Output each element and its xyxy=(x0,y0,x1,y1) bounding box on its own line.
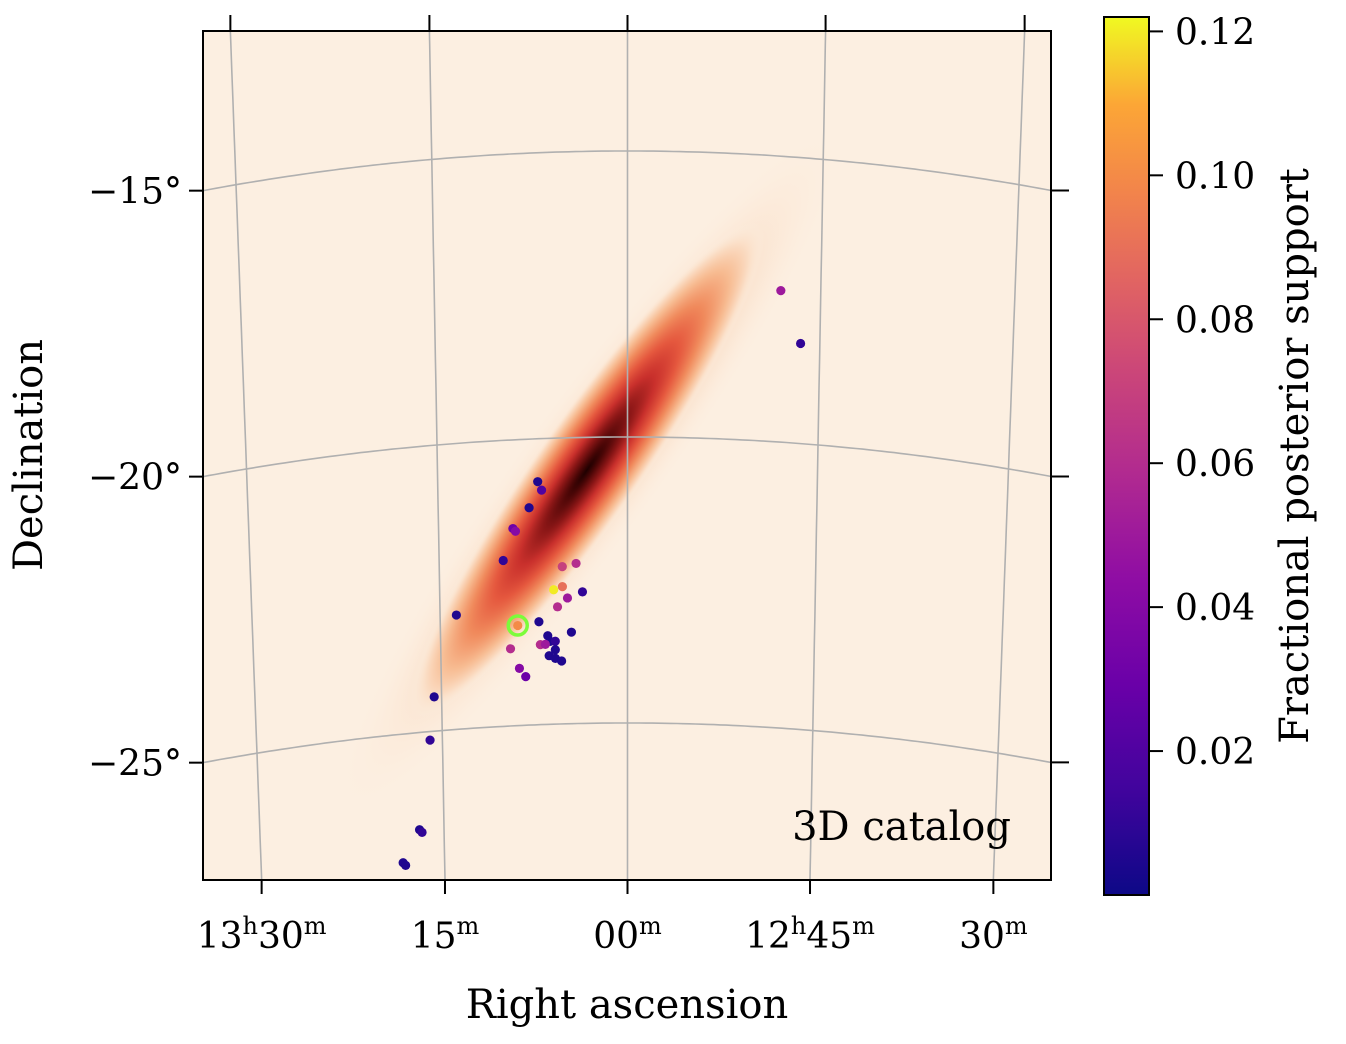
catalog-points xyxy=(398,285,806,870)
colorbar-tick-label: 0.08 xyxy=(1175,300,1255,341)
colorbar-gradient xyxy=(1103,16,1150,896)
catalog-point xyxy=(571,558,581,569)
catalog-point xyxy=(577,587,588,597)
colorbar-tick-label: 0.06 xyxy=(1175,444,1255,485)
catalog-point xyxy=(505,644,516,654)
catalog-point xyxy=(534,617,544,627)
ra-grid-line xyxy=(992,31,1026,880)
x-axis-title: Right ascension xyxy=(466,982,788,1028)
colorbar: 0.02 0.04 0.06 0.08 0.10 0.12 Fractional post… xyxy=(1103,12,1318,896)
catalog-point xyxy=(566,627,577,637)
x-tick-label: 00m xyxy=(593,912,662,957)
catalog-point xyxy=(521,672,531,682)
catalog-point xyxy=(552,602,563,612)
graticule xyxy=(203,31,1051,880)
catalog-point xyxy=(557,582,568,592)
catalog-point xyxy=(514,663,525,673)
catalog-point xyxy=(550,636,560,646)
catalog-point xyxy=(451,610,461,620)
catalog-point xyxy=(540,639,550,650)
catalog-point xyxy=(513,620,523,631)
ra-grid-line xyxy=(428,31,446,880)
axis-ticks xyxy=(189,15,1069,894)
y-tick-label: −20° xyxy=(88,458,182,499)
dec-grid-line xyxy=(203,722,1051,764)
colorbar-title: Fractional posterior support xyxy=(1272,168,1318,744)
catalog-point xyxy=(498,555,508,566)
ra-grid-line xyxy=(809,31,827,880)
dec-grid-line xyxy=(203,436,1051,478)
catalog-point xyxy=(536,485,547,495)
plot-area: 13h30m 15m 00m 12h45m 30m −15° −20° −25° 3D ca… xyxy=(88,15,1069,957)
catalog-point xyxy=(549,585,559,595)
y-tick-labels: −15° −20° −25° xyxy=(88,172,182,785)
y-axis-title: Declination xyxy=(6,339,52,571)
catalog-point xyxy=(533,477,543,487)
y-tick-label: −25° xyxy=(88,744,182,785)
catalog-point xyxy=(417,827,427,837)
catalog-point xyxy=(429,692,439,702)
dec-grid-line xyxy=(203,150,1051,192)
catalog-point xyxy=(562,593,573,603)
catalog-point xyxy=(796,338,806,349)
catalog-point xyxy=(557,656,567,666)
x-tick-label: 13h30m xyxy=(197,912,327,957)
catalog-point xyxy=(401,860,411,870)
annotation-label: 3D catalog xyxy=(792,804,1011,850)
x-tick-labels: 13h30m 15m 00m 12h45m 30m xyxy=(197,912,1028,957)
catalog-point xyxy=(524,503,534,513)
y-tick-label: −15° xyxy=(88,172,182,213)
x-tick-label: 12h45m xyxy=(745,912,875,957)
colorbar-tick-label: 0.04 xyxy=(1175,588,1255,629)
x-tick-label: 30m xyxy=(959,912,1028,957)
host-highlight-ring xyxy=(506,614,529,637)
x-tick-label: 15m xyxy=(411,912,480,957)
colorbar-ticks: 0.02 0.04 0.06 0.08 0.10 0.12 xyxy=(1149,12,1255,773)
colorbar-tick-label: 0.12 xyxy=(1175,12,1255,53)
catalog-point xyxy=(425,735,435,745)
catalog-point xyxy=(550,645,560,655)
ra-grid-line xyxy=(229,31,263,880)
catalog-point xyxy=(557,562,567,572)
catalog-point xyxy=(510,526,521,536)
colorbar-tick-label: 0.02 xyxy=(1175,732,1255,773)
colorbar-tick-label: 0.10 xyxy=(1175,156,1255,197)
posterior-density xyxy=(336,127,844,813)
catalog-point xyxy=(776,285,786,296)
